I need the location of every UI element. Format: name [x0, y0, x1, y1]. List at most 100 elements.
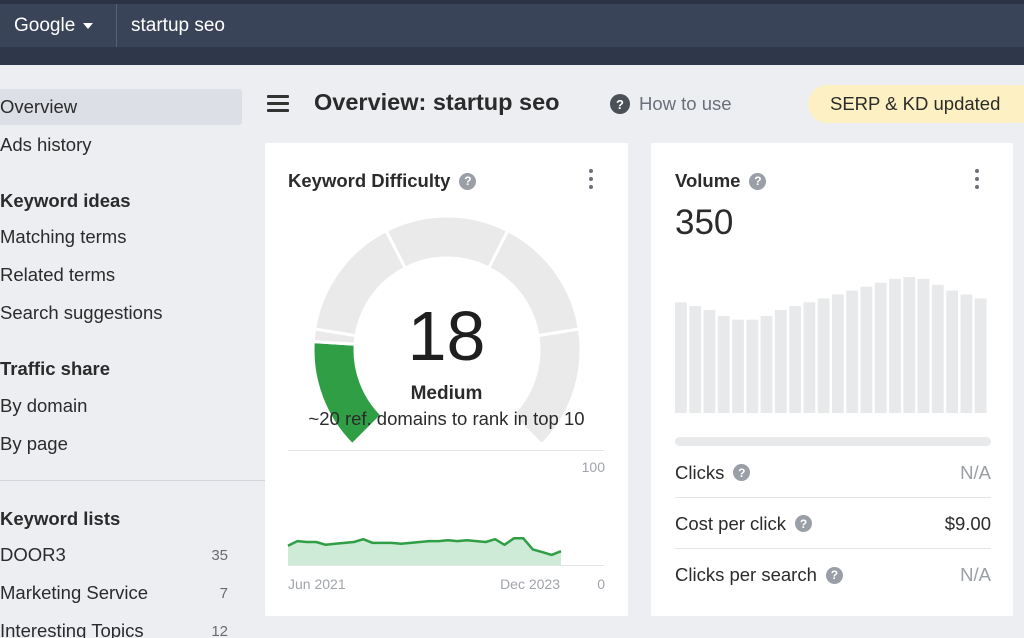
toolbar-strip	[0, 47, 1024, 65]
volume-value: 350	[675, 203, 734, 242]
volume-bar	[774, 310, 787, 413]
search-engine-dropdown[interactable]: Google	[0, 4, 116, 47]
volume-bar	[846, 290, 859, 413]
kd-gauge	[311, 214, 583, 447]
kd-description: ~20 ref. domains to rank in top 10	[308, 408, 585, 429]
top-edge	[0, 0, 1024, 4]
sidebar-item-label: By domain	[0, 395, 88, 416]
section-heading-traffic-share: Traffic share	[0, 358, 111, 379]
kd-history-line	[287, 537, 562, 557]
sidebar-item-label: By page	[0, 433, 68, 454]
volume-bar	[703, 310, 716, 413]
kd-card-title: Keyword Difficulty ?	[288, 170, 477, 192]
volume-bar	[817, 298, 830, 413]
kd-gauge-segment	[509, 327, 583, 447]
keyword-list-count: 7	[219, 584, 228, 602]
sidebar-item-label: Overview	[0, 96, 78, 117]
how-to-use-link[interactable]: ? How to use	[610, 93, 732, 115]
volume-bar	[732, 319, 744, 413]
volume-bar	[860, 286, 873, 413]
volume-bar	[960, 294, 973, 413]
sidebar-item-label: Search suggestions	[0, 302, 163, 323]
question-circle-icon: ?	[610, 94, 630, 114]
volume-bar	[931, 284, 944, 413]
kd-gauge-chart	[287, 214, 604, 566]
question-circle-icon[interactable]: ?	[459, 172, 477, 190]
top-search-bar: Google	[0, 0, 1024, 65]
kd-chart-y-max-label: 100	[581, 459, 605, 475]
divider	[116, 4, 117, 47]
sidebar-divider	[0, 480, 265, 481]
metric-label: Clicks per search	[675, 564, 817, 585]
kd-chart-x-start-label: Jun 2021	[288, 576, 346, 592]
search-engine-label: Google	[14, 14, 76, 36]
kd-card-more-options-icon[interactable]	[587, 169, 595, 191]
sidebar-item-related-terms[interactable]: Related terms	[0, 257, 115, 293]
metric-row-clicks: Clicks ? N/A	[675, 448, 991, 498]
sidebar-item-label: Matching terms	[0, 226, 127, 247]
sidebar-item-overview[interactable]: Overview	[0, 89, 242, 125]
keyword-list-count: 12	[211, 622, 228, 638]
keyword-list-name: Marketing Service	[0, 582, 149, 603]
keyword-search-input[interactable]	[117, 4, 1024, 47]
how-to-use-label: How to use	[639, 93, 732, 114]
volume-bar	[903, 277, 916, 413]
hamburger-menu-icon[interactable]	[267, 95, 289, 113]
keyword-list-item-marketing-service[interactable]: Marketing Service 7	[0, 575, 265, 611]
volume-bar	[789, 306, 801, 413]
kd-chart-y-min-label: 0	[597, 576, 605, 592]
volume-card-more-options-icon[interactable]	[973, 169, 981, 191]
volume-bar	[689, 306, 702, 413]
volume-bars	[675, 277, 987, 413]
volume-bar	[889, 278, 901, 413]
metric-row-clicks-per-search: Clicks per search ? N/A	[675, 550, 991, 600]
metric-label: Clicks	[675, 461, 725, 483]
sidebar-item-search-suggestions[interactable]: Search suggestions	[0, 295, 163, 331]
sidebar-item-by-domain[interactable]: By domain	[0, 388, 87, 424]
volume-bar	[974, 298, 987, 413]
kd-score: 18	[407, 297, 486, 375]
question-circle-icon[interactable]: ?	[749, 172, 767, 190]
kd-level-label: Medium	[410, 383, 483, 404]
keyword-list-count: 35	[211, 546, 228, 564]
volume-bar	[717, 315, 730, 413]
page-title: Overview: startup seo	[314, 89, 560, 115]
question-circle-icon[interactable]: ?	[825, 566, 843, 584]
volume-bar	[760, 315, 773, 413]
metric-value: $9.00	[944, 512, 991, 534]
sidebar: Overview Ads history Keyword ideas Match…	[0, 65, 265, 638]
metric-value: N/A	[960, 461, 991, 483]
volume-bar	[803, 302, 816, 413]
metric-label: Cost per click	[675, 512, 787, 534]
keyword-difficulty-card: Keyword Difficulty ? 18 Medium ~20 ref. …	[265, 143, 628, 616]
volume-bar	[946, 290, 958, 413]
section-heading-keyword-ideas: Keyword ideas	[0, 190, 131, 211]
sidebar-item-matching-terms[interactable]: Matching terms	[0, 219, 126, 255]
keyword-list-name: Interesting Topics	[0, 620, 144, 638]
kd-chart-x-end-label: Dec 2023	[500, 576, 560, 592]
status-badge: SERP & KD updated	[808, 85, 1024, 123]
volume-bar	[832, 294, 844, 413]
section-heading-keyword-lists: Keyword lists	[0, 508, 121, 529]
volume-bar	[675, 302, 687, 413]
volume-bar	[874, 282, 887, 413]
question-circle-icon[interactable]: ?	[733, 464, 751, 481]
sidebar-item-by-page[interactable]: By page	[0, 426, 68, 462]
kd-history-area-chart	[287, 537, 604, 566]
keyword-list-item-door3[interactable]: DOOR3 35	[0, 537, 265, 573]
kd-gauge-segment	[384, 214, 510, 271]
metric-row-cost-per-click: Cost per click ? $9.00	[675, 499, 991, 549]
sidebar-item-ads-history[interactable]: Ads history	[0, 127, 92, 163]
caret-down-icon	[83, 22, 94, 29]
kd-divider	[288, 450, 604, 451]
volume-trend-chart	[675, 277, 987, 413]
metric-value: N/A	[960, 564, 991, 585]
sidebar-item-label: Related terms	[0, 264, 116, 285]
keyword-list-item-interesting-topics[interactable]: Interesting Topics 12	[0, 613, 265, 638]
question-circle-icon[interactable]: ?	[795, 515, 813, 532]
volume-card: Volume ? 350 Clicks ? N/A Cost per click…	[651, 143, 1013, 616]
volume-card-title: Volume ?	[675, 170, 767, 192]
volume-bar	[746, 319, 759, 413]
kd-card-title-label: Keyword Difficulty	[288, 170, 451, 191]
volume-card-title-label: Volume	[675, 170, 741, 191]
